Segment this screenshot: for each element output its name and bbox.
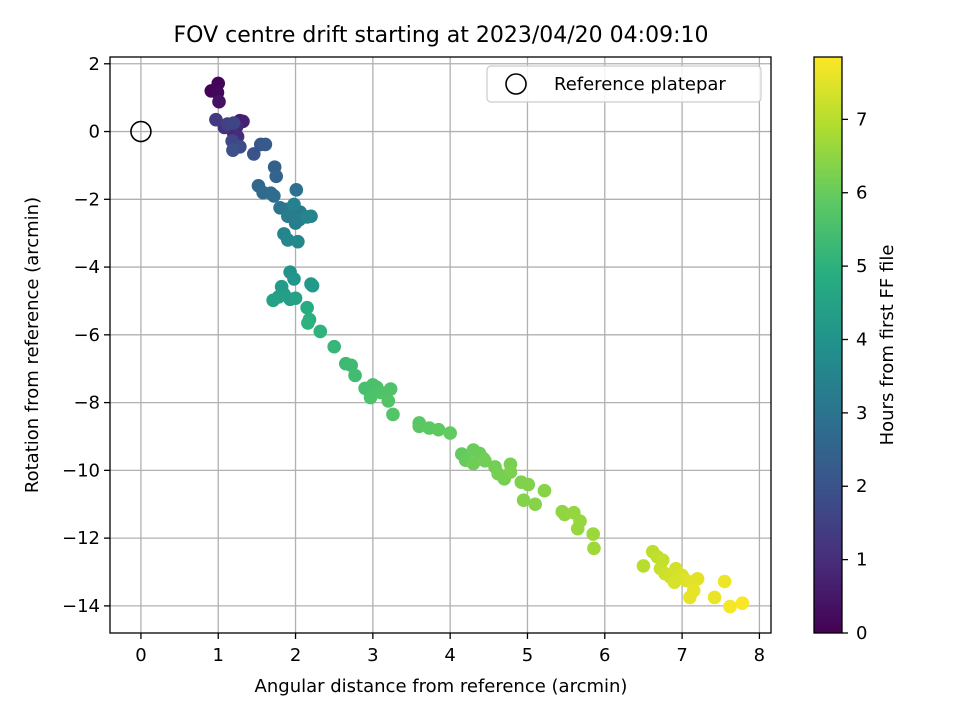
data-point	[258, 137, 273, 152]
data-point	[313, 324, 328, 339]
y-tick-label: −10	[62, 460, 100, 481]
colorbar-tick-label: 2	[856, 476, 867, 497]
data-point	[305, 278, 320, 293]
legend-label: Reference platepar	[554, 74, 726, 95]
data-point	[503, 465, 518, 479]
x-tick-label: 8	[754, 645, 765, 666]
plot-frame	[109, 56, 772, 634]
data-point	[363, 390, 378, 405]
data-point	[269, 169, 284, 184]
data-point	[516, 493, 531, 507]
colorbar-tick-label: 0	[856, 623, 867, 644]
data-point	[281, 233, 295, 247]
x-axis-label: Angular distance from reference (arcmin)	[255, 676, 628, 697]
data-point	[300, 300, 314, 315]
data-point	[226, 116, 241, 130]
data-point	[707, 590, 722, 605]
colorbar-tick-label: 4	[856, 329, 867, 350]
data-point	[386, 407, 400, 422]
chart-title: FOV centre drift starting at 2023/04/20 …	[174, 23, 709, 48]
x-tick-label: 2	[290, 645, 301, 666]
colorbar: 0 1 2 3 4 5 6 7 Hours from first FF file	[813, 56, 898, 644]
data-point	[412, 419, 427, 434]
data-point	[287, 197, 301, 212]
colorbar-label: Hours from first FF file	[877, 245, 898, 446]
data-point	[300, 210, 314, 224]
y-tick-label: −2	[73, 189, 100, 210]
data-point	[723, 599, 737, 614]
colorbar-gradient	[813, 56, 843, 634]
data-point	[267, 189, 281, 203]
legend-box	[486, 65, 762, 103]
colorbar-tick-label: 1	[856, 550, 867, 571]
data-point	[301, 316, 315, 330]
data-point	[431, 422, 446, 437]
data-point	[528, 497, 543, 512]
y-tick-label: −8	[73, 393, 100, 414]
x-tick-label: 5	[522, 645, 533, 666]
colorbar-ticks: 0 1 2 3 4 5 6 7	[842, 109, 867, 644]
data-point	[586, 527, 600, 541]
y-axis-label: Rotation from reference (arcmin)	[22, 197, 43, 493]
x-tick-label: 6	[599, 645, 610, 666]
grid	[110, 57, 771, 633]
data-point	[383, 382, 398, 396]
data-point	[226, 143, 240, 157]
y-tick-label: −12	[62, 528, 100, 549]
data-point	[478, 454, 492, 468]
data-point	[683, 590, 697, 605]
y-tick-label: 2	[89, 54, 100, 75]
legend-marker	[505, 73, 527, 95]
y-tick-label: −6	[73, 325, 100, 346]
data-point	[521, 477, 536, 492]
colorbar-tick-label: 7	[856, 109, 867, 130]
data-point	[289, 183, 304, 197]
data-point	[537, 483, 552, 498]
y-tick-label: −14	[62, 596, 100, 617]
x-tick-label: 3	[367, 645, 378, 666]
reference-platepar-marker	[130, 120, 152, 143]
colorbar-tick-label: 5	[856, 256, 867, 277]
x-tick-label: 0	[135, 645, 146, 666]
data-point	[735, 596, 750, 610]
x-axis-ticks: 0 1 2 3 4 5 6 7 8	[135, 633, 765, 666]
legend: Reference platepar	[486, 65, 762, 103]
data-point	[246, 147, 261, 161]
colorbar-tick-label: 3	[856, 403, 867, 424]
data-point	[212, 94, 226, 109]
data-point	[209, 112, 223, 127]
data-point	[717, 574, 732, 589]
y-axis-ticks: −14 −12 −10 −8 −6 −4 −2 0 2	[62, 54, 110, 617]
data-point	[587, 541, 601, 556]
data-point	[570, 521, 585, 536]
data-point	[466, 456, 481, 471]
data-point	[287, 272, 301, 286]
y-tick-label: −4	[73, 257, 100, 278]
data-point	[636, 559, 651, 573]
data-points	[204, 76, 750, 614]
x-tick-label: 1	[213, 645, 224, 666]
colorbar-tick-label: 6	[856, 183, 867, 204]
data-point	[288, 291, 303, 306]
data-point	[690, 571, 705, 586]
y-tick-label: 0	[89, 122, 100, 143]
data-point	[381, 394, 396, 408]
data-point	[266, 293, 280, 308]
x-tick-label: 7	[676, 645, 687, 666]
data-point	[327, 339, 341, 354]
data-point	[291, 234, 305, 249]
x-tick-label: 4	[444, 645, 455, 666]
data-point	[348, 368, 362, 383]
data-point	[443, 426, 457, 440]
